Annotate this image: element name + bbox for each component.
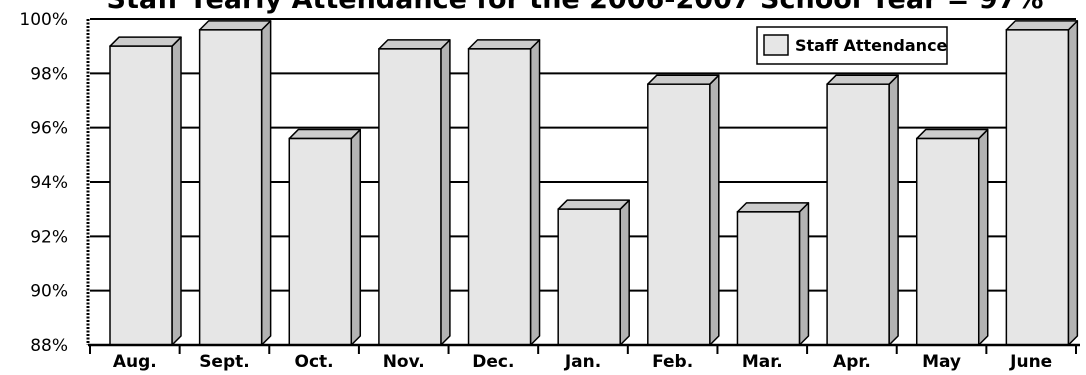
bar [288,128,362,346]
bar-front [557,208,621,346]
bar [198,20,272,346]
x-tick-label: Nov. [383,352,425,372]
bar-front [826,83,890,346]
y-tick-label: 92% [30,227,68,247]
bar [378,39,451,346]
bar-side [440,39,451,346]
bar-side [260,20,272,346]
bar-front [198,29,263,346]
bar-top [647,74,720,85]
bar [1005,20,1079,346]
chart-title: Staff Yearly Attendance for the 2006-200… [107,0,1044,15]
bar-front [288,137,353,346]
bar-top [915,128,989,140]
y-tick-label: 100% [19,10,68,30]
bar [826,74,899,346]
bar-side [709,74,720,346]
bar-front [378,48,442,346]
legend-label-staff-attendance: Staff Attendance [795,36,948,55]
bar-top [736,202,810,213]
bar-front [647,83,711,346]
bar [467,39,541,346]
x-tick-label: Aug. [113,352,157,372]
bar [647,74,720,346]
bar-top [109,36,182,47]
x-tick-labels: Aug. Sept. Oct. Nov. Dec. Jan. Feb. Mar. Apr. May… [113,352,1052,372]
bar [109,36,182,346]
legend-swatch-staff-attendance [763,34,789,56]
bar [915,128,989,346]
y-tick-label: 98% [30,64,68,84]
x-tick-label: Apr. [833,352,871,372]
x-tick-label: Feb. [652,352,693,372]
bar-side [171,36,182,346]
x-tick-label: Dec. [472,352,514,372]
bar-top [198,20,272,31]
y-tick-label: 88% [30,336,68,356]
bar [736,202,810,346]
x-tick-label: Mar. [742,352,783,372]
bar-side [798,202,810,346]
x-tick-label: Oct. [295,352,334,372]
bar-side [350,128,362,346]
bar-top [1005,20,1079,31]
x-tick-label: May [922,352,961,372]
bar-side [888,74,899,346]
bar-side [529,39,541,346]
x-tick-label: Sept. [199,352,250,372]
bar-front [1005,29,1070,346]
bar-front [467,48,532,346]
bar-top [378,39,451,50]
x-tick-label: Jan. [564,352,601,372]
x-tick-label: June [1009,352,1052,372]
bar-front [915,137,980,346]
y-tick-label: 90% [30,282,68,302]
y-tick-label: 96% [30,119,68,139]
y-tick-label: 94% [30,173,68,193]
bar-top [288,128,362,140]
bar [557,199,630,346]
bar-side [1067,20,1079,346]
bar-front [109,45,173,346]
bars [109,20,1079,346]
bar-top [826,74,899,85]
bar-front [736,211,801,346]
bar-side [977,128,989,346]
bar-top [557,199,630,210]
bar-side [619,199,630,346]
legend: Staff Attendance [756,26,948,65]
axes [86,19,1080,354]
y-tick-labels: 88% 90% 92% 94% 96% 98% 100% [19,10,68,356]
bar-top [467,39,541,50]
